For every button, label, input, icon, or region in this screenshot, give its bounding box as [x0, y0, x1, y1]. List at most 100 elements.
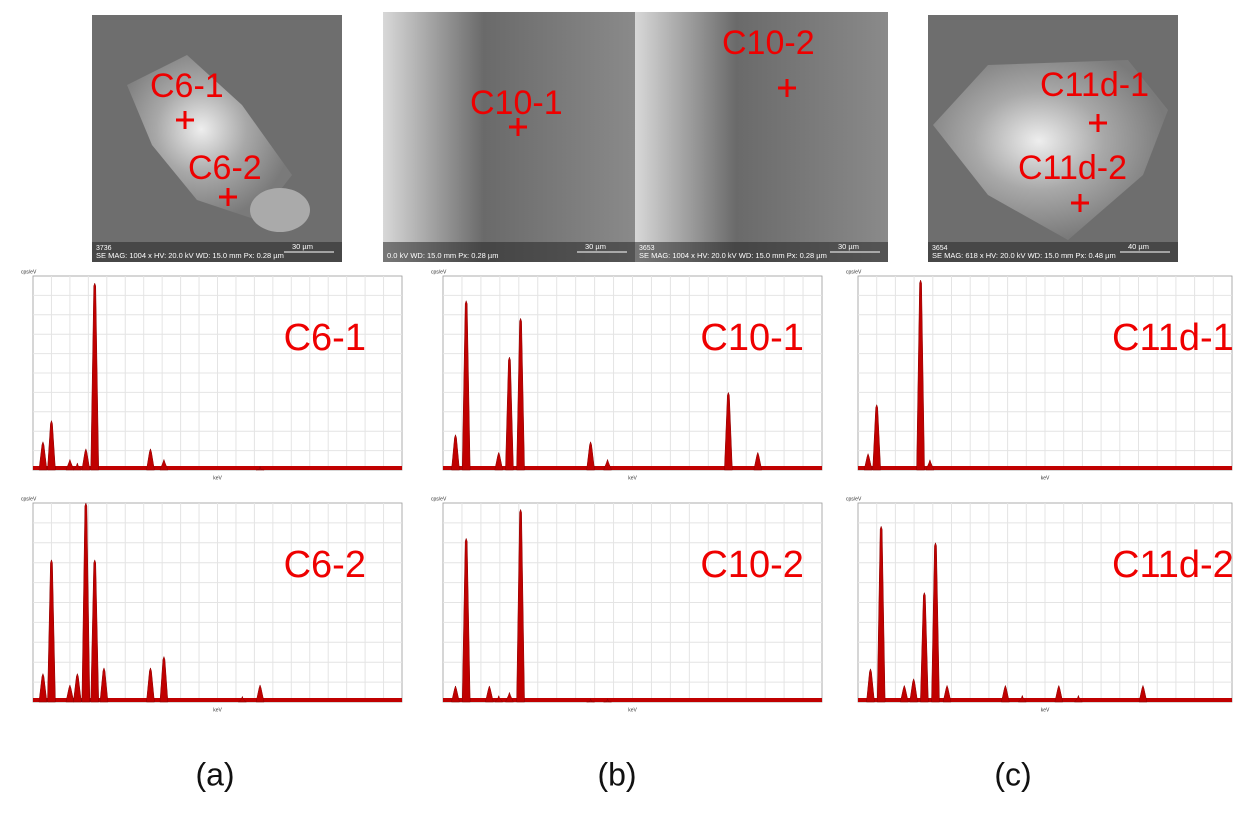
y-unit: cps/eV — [846, 496, 862, 502]
sem-info: SE MAG: 1004 x HV: 20.0 kV WD: 15.0 mm P… — [96, 251, 284, 260]
peak — [159, 458, 169, 471]
peak — [461, 537, 471, 703]
sem-info: 0.0 kV WD: 15.0 mm Px: 0.28 µm — [387, 251, 498, 260]
peak — [1017, 694, 1027, 703]
sem-footer — [635, 242, 888, 262]
peak — [256, 465, 265, 471]
point-label: C10-2 — [722, 24, 815, 62]
peak — [255, 684, 265, 703]
peak — [1138, 684, 1148, 703]
spectrum-label: C11d-1 — [1112, 317, 1234, 359]
peak — [603, 697, 612, 703]
background — [858, 466, 1232, 470]
peak — [159, 655, 169, 703]
peak — [505, 356, 514, 471]
sem-scale: 40 µm — [1128, 242, 1149, 251]
peak — [586, 440, 595, 471]
peak — [909, 677, 918, 703]
background — [33, 466, 402, 470]
peak — [485, 685, 494, 703]
peak — [516, 508, 525, 703]
peak — [90, 559, 99, 703]
particle — [250, 188, 310, 232]
peak — [237, 695, 247, 703]
peak — [73, 672, 82, 703]
peak — [451, 685, 460, 703]
sem-image — [635, 12, 888, 262]
peak — [47, 559, 56, 703]
peak — [90, 282, 99, 471]
sem-info: SE MAG: 1004 x HV: 20.0 kV WD: 15.0 mm P… — [639, 251, 827, 260]
sem-image — [383, 12, 635, 262]
sem-scale: 30 µm — [585, 242, 606, 251]
peak — [38, 672, 48, 703]
point-marker — [1071, 194, 1089, 212]
peak — [942, 684, 952, 703]
point-marker — [219, 188, 237, 206]
peak — [899, 684, 909, 703]
peak — [505, 691, 514, 703]
peak — [494, 451, 504, 471]
spectrum-label: C11d-2 — [1112, 544, 1234, 586]
point-marker — [176, 111, 194, 129]
y-unit: cps/eV — [431, 269, 447, 275]
sem-id: 3653 — [639, 245, 655, 252]
spectrum-label: C10-2 — [700, 544, 804, 586]
background — [858, 698, 1232, 702]
peak — [38, 440, 48, 471]
panel-caption: (c) — [994, 756, 1031, 792]
peak — [866, 668, 875, 703]
peak — [863, 452, 873, 471]
particle — [127, 55, 292, 220]
spectrum-label: C6-1 — [284, 317, 366, 359]
peak — [1054, 684, 1064, 703]
panel-caption: (a) — [195, 756, 234, 792]
background — [33, 698, 402, 702]
sem-scale: 30 µm — [838, 242, 859, 251]
peak — [146, 667, 155, 703]
sem-id: 3654 — [932, 245, 948, 252]
peak — [72, 462, 82, 471]
peak — [603, 458, 612, 471]
peak — [47, 419, 56, 471]
peak — [81, 448, 91, 471]
background — [443, 698, 822, 702]
spectrum-label: C10-1 — [700, 317, 804, 359]
y-unit: cps/eV — [431, 496, 447, 502]
point-marker — [1089, 114, 1107, 132]
peak — [1073, 694, 1083, 703]
peak — [461, 299, 471, 471]
peak — [99, 667, 109, 703]
background — [443, 466, 822, 470]
sem-id: 3736 — [96, 245, 112, 252]
peak — [931, 542, 940, 703]
sem-scale: 30 µm — [292, 242, 313, 251]
sem-footer — [92, 242, 342, 262]
point-label: C6-1 — [150, 67, 224, 105]
y-unit: cps/eV — [21, 269, 37, 275]
peak — [586, 697, 595, 703]
peak — [81, 502, 91, 703]
peak — [516, 317, 525, 471]
point-marker — [509, 118, 527, 136]
peak — [494, 694, 504, 703]
peak — [1001, 684, 1010, 703]
peak — [753, 451, 763, 471]
spectrum-label: C6-2 — [284, 544, 366, 586]
peak — [876, 525, 886, 703]
point-label: C11d-2 — [1018, 149, 1127, 187]
sem-footer — [383, 242, 635, 262]
peak — [925, 458, 935, 471]
peak — [451, 433, 460, 471]
sem-footer — [928, 242, 1178, 262]
point-label: C10-1 — [470, 84, 563, 122]
point-marker — [778, 79, 796, 97]
peak — [65, 684, 75, 703]
point-label: C6-2 — [188, 149, 262, 187]
peak — [65, 458, 75, 471]
peak — [146, 448, 155, 471]
x-unit: keV — [628, 707, 637, 713]
x-unit: keV — [213, 707, 222, 713]
y-unit: cps/eV — [846, 269, 862, 275]
